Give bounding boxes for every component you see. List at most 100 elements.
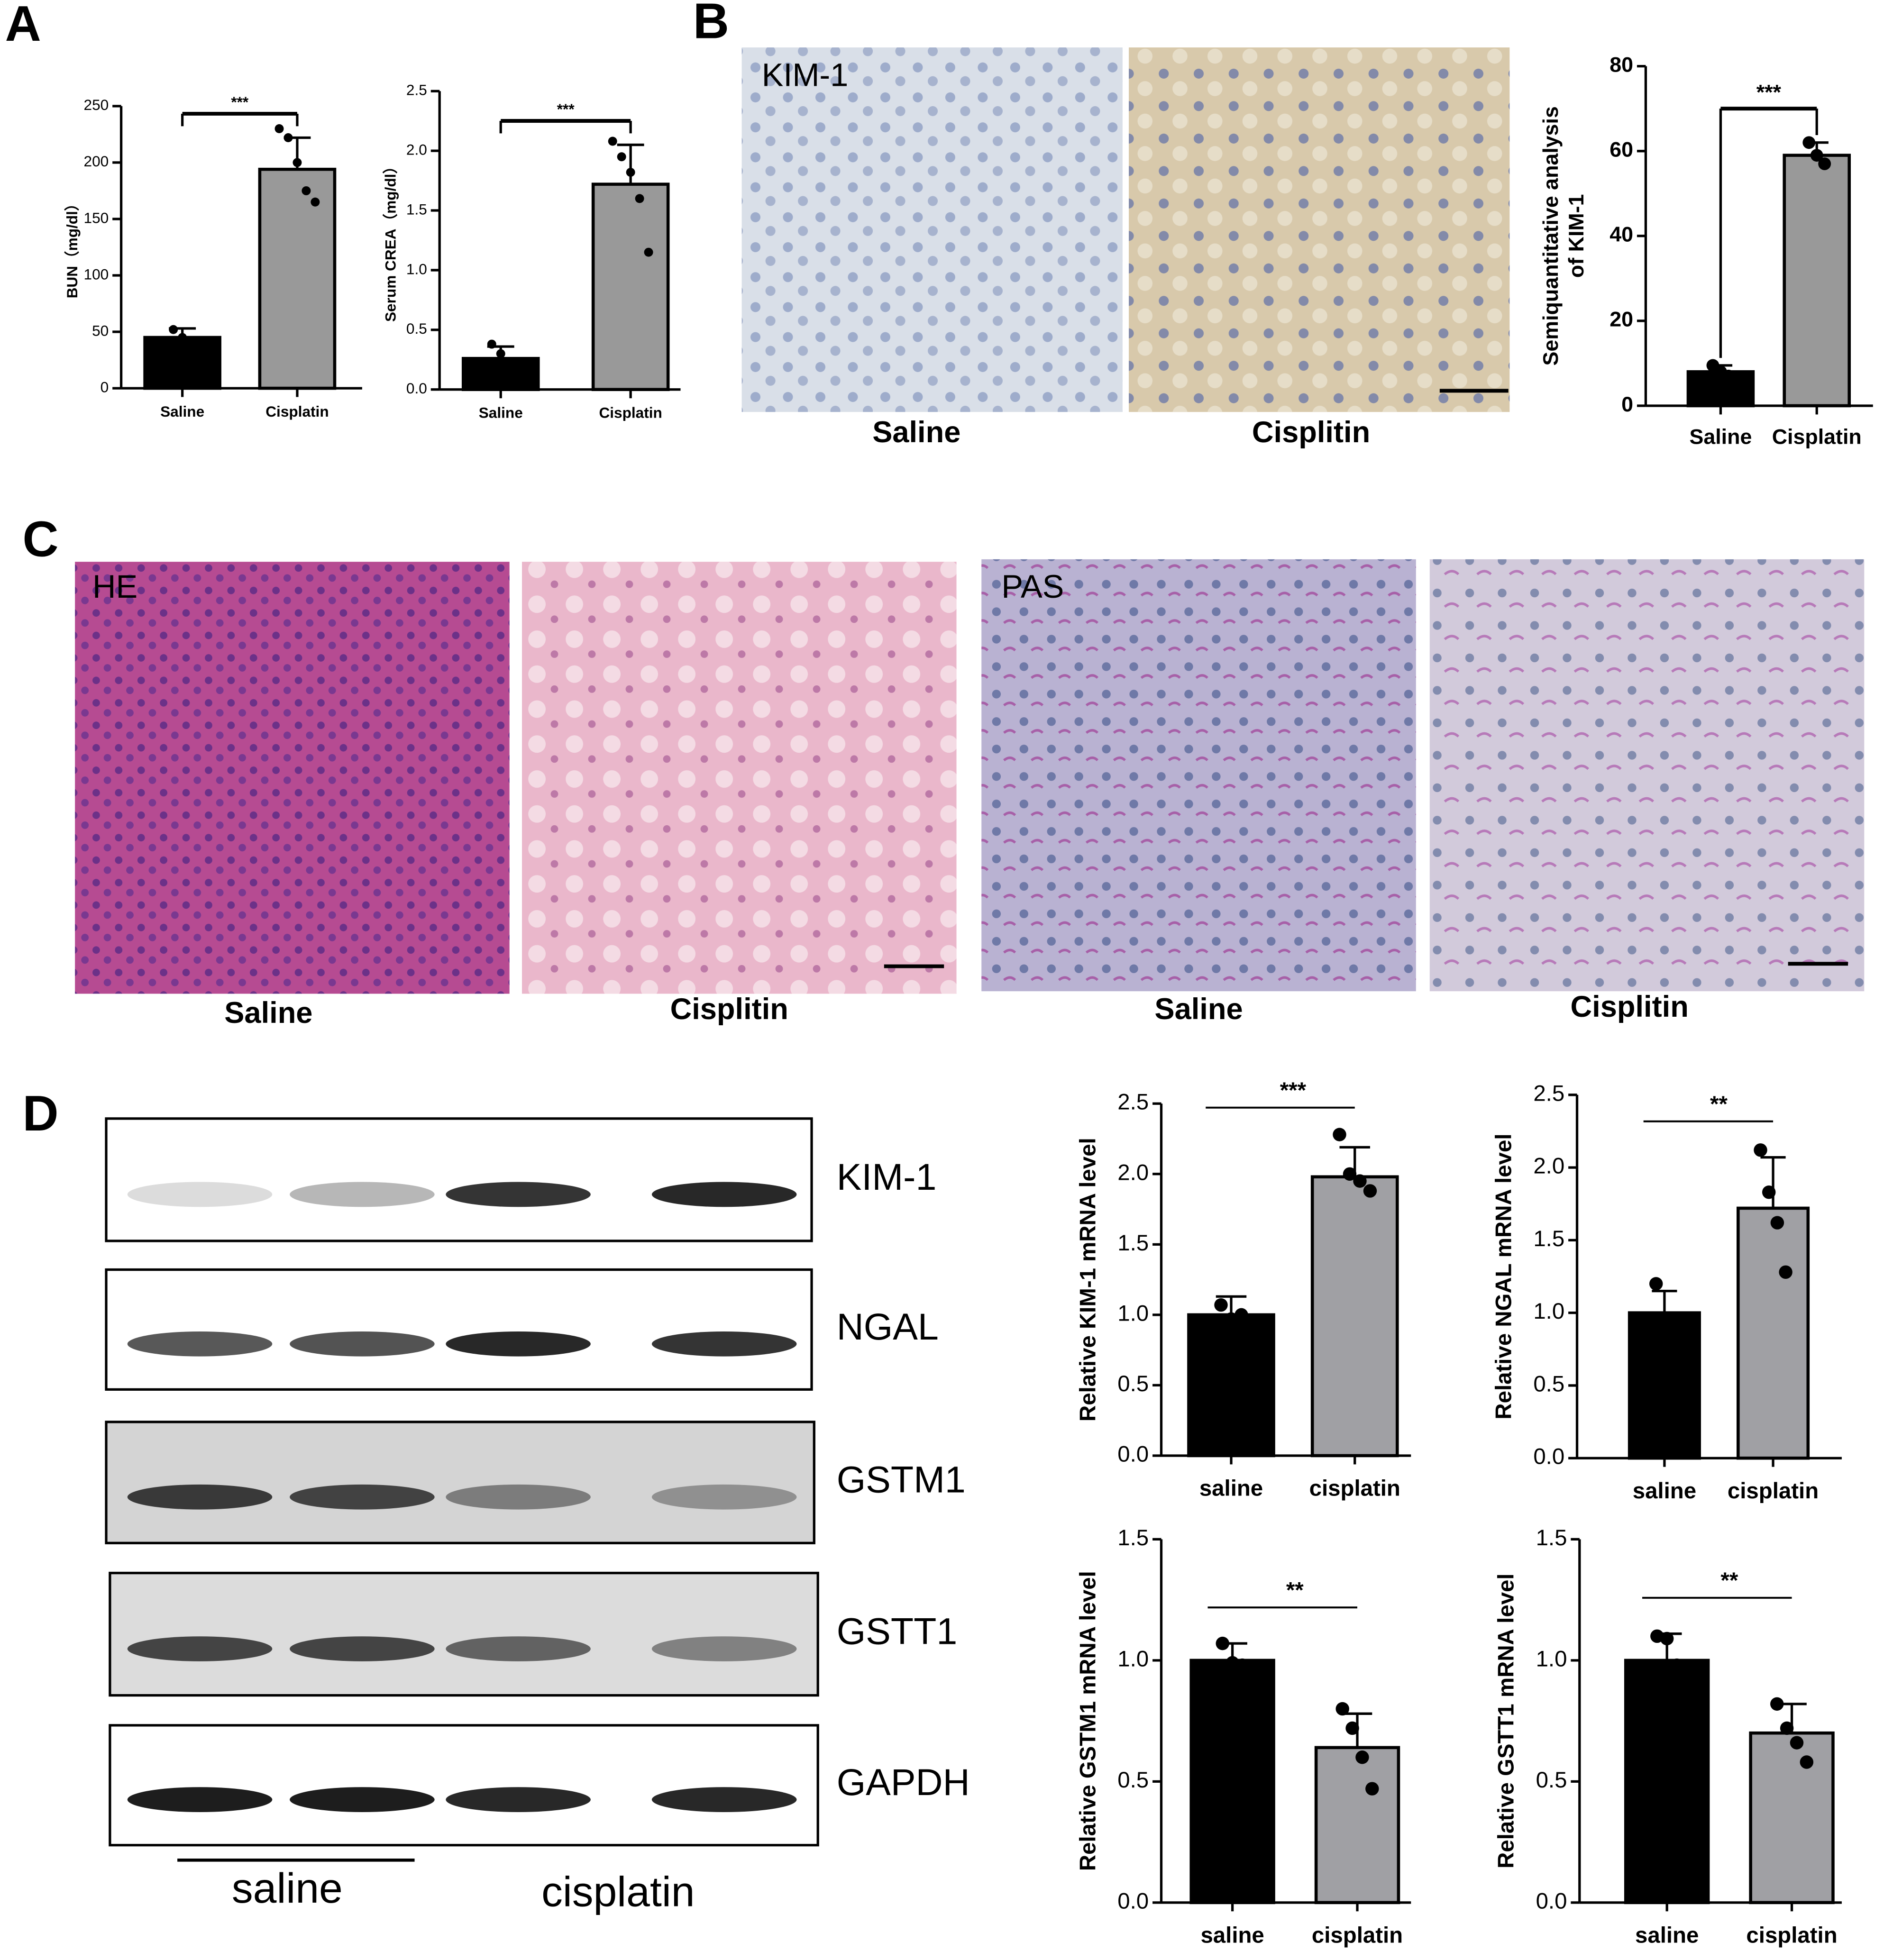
bar [1310,1175,1399,1458]
data-point [1345,1721,1359,1735]
band [290,1331,435,1357]
data-point [1779,1265,1792,1279]
bar [461,356,540,392]
data-point [1365,1782,1379,1796]
y-tick-label: 40 [1610,223,1633,246]
data-point [1800,1755,1814,1769]
protein-label: GSTM1 [837,1458,966,1500]
data-point [617,152,626,162]
y-tick-label: 0.0 [1117,1441,1149,1467]
y-axis-label: BUN（mg/dl） [64,196,81,299]
band [127,1484,273,1510]
y-tick-label: 0.5 [406,320,427,337]
data-point [1770,1216,1784,1230]
bar [1737,1206,1810,1460]
x-tick-label: cisplatin [1312,1923,1403,1948]
western-blot: KIM-1 NGAL GSTM1 GSTT1 GAPDH [105,1117,970,1847]
band [290,1484,435,1510]
y-tick-label: 0 [1621,392,1633,416]
data-point [1790,1736,1804,1750]
x-tick-label: Saline [160,403,204,420]
y-tick-label: 1.0 [1536,1646,1567,1671]
image-label: Cisplitin [1252,416,1370,449]
y-axis-label: Relative GSTT1 mRNA level [1494,1573,1519,1868]
data-point [1224,1312,1238,1326]
y-tick-label: 0.5 [1117,1371,1149,1396]
error-bar [617,143,644,184]
y-axis-label: Relative KIM-1 mRNA level [1075,1138,1100,1422]
significance-label: ** [1286,1578,1304,1603]
image-label: Saline [872,416,960,449]
image-label: Saline [1154,993,1243,1026]
data-point [1722,369,1735,383]
significance-label: *** [1756,81,1782,104]
significance-label: *** [557,100,575,118]
x-tick-label: saline [1635,1923,1699,1948]
data-point [1355,1750,1369,1764]
y-tick-label: 2.5 [1117,1090,1149,1115]
y-tick-label: 2.5 [406,82,427,99]
x-tick-label: saline [1200,1923,1264,1948]
protein-label: GSTT1 [837,1610,958,1652]
y-tick-label: 250 [84,96,109,113]
y-axis-label: Relative GSTM1 mRNA level [1075,1571,1100,1871]
x-tick-label: Saline [479,404,523,421]
y-tick-label: 2.0 [406,141,427,158]
y-tick-label: 20 [1610,308,1633,331]
data-point [505,358,514,368]
data-point [1363,1184,1377,1198]
y-tick-label: 80 [1610,53,1633,76]
band [446,1636,591,1661]
error-bar [1760,1156,1786,1208]
band [651,1331,797,1357]
data-point [1802,136,1816,149]
image-label: Cisplitin [670,993,788,1026]
bar [1187,1313,1275,1458]
y-tick-label: 0 [101,378,109,395]
y-tick-label: 1.0 [1117,1301,1149,1326]
data-point [1216,1636,1229,1650]
band [651,1636,797,1661]
data-point [635,194,644,203]
x-tick-label: Cisplatin [265,403,329,420]
panel-label: B [693,0,729,49]
bar [1189,1659,1275,1905]
significance-label: ** [1720,1568,1738,1593]
y-axis-label: of KIM-1 [1564,194,1588,278]
y-tick-label: 1.5 [1533,1226,1564,1251]
x-tick-label: Cisplatin [599,404,662,421]
x-tick-label: cisplatin [1309,1476,1400,1501]
data-point [1660,1632,1674,1646]
y-tick-label: 200 [84,153,109,170]
band [446,1484,591,1510]
y-tick-label: 150 [84,209,109,226]
x-tick-label: saline [1199,1476,1263,1501]
data-point [1818,157,1831,170]
y-tick-label: 2.0 [1533,1154,1564,1179]
micrograph-texture [981,559,1416,992]
data-point [1649,1277,1663,1291]
y-tick-label: 1.0 [1533,1299,1564,1324]
x-tick-label: Saline [1689,425,1752,449]
data-point [1754,1143,1767,1157]
y-tick-label: 2.0 [1117,1160,1149,1185]
data-point [274,124,284,133]
stain-label: HE [92,568,137,605]
y-tick-label: 1.5 [1117,1231,1149,1256]
significance-label: *** [231,93,249,110]
blot-box [109,1571,819,1697]
data-point [169,325,178,334]
error-bar [1652,1290,1677,1313]
y-tick-label: 1.0 [1117,1646,1149,1671]
data-point [1214,1298,1228,1312]
bar [143,336,221,390]
data-point [1335,1702,1349,1716]
y-tick-label: 0.5 [1117,1768,1149,1793]
y-axis-label: Serum CREA（mg/dl） [382,159,399,322]
data-point [1810,149,1823,162]
significance-label: *** [1280,1078,1307,1103]
y-tick-label: 1.5 [406,201,427,218]
data-point [1235,1658,1249,1672]
y-tick-label: 0.0 [1536,1888,1567,1914]
